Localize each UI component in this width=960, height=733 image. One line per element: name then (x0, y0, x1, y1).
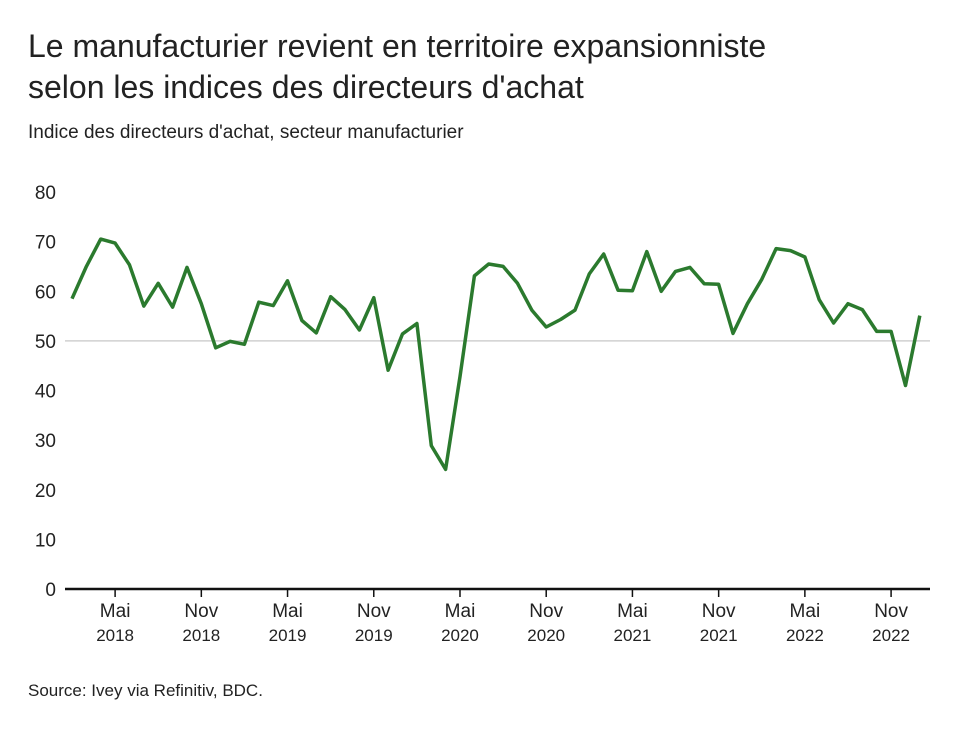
data-line (70, 237, 922, 472)
x-tick-label: Nov (702, 601, 736, 622)
x-tick-label: Nov (357, 601, 391, 622)
x-tick-label: Nov (529, 601, 563, 622)
chart-title: selon les indices des directeurs d'achat (28, 69, 584, 105)
x-tick-label: Mai (272, 601, 303, 622)
y-tick-label: 30 (35, 431, 56, 452)
x-tick-label: Nov (874, 601, 908, 622)
x-tick-label: 2018 (96, 626, 134, 645)
x-tick-label: 2019 (355, 626, 393, 645)
chart-subtitle: Indice des directeurs d'achat, secteur m… (28, 122, 464, 143)
x-tick-label: Mai (790, 601, 821, 622)
y-tick-label: 20 (35, 481, 56, 502)
x-tick-label: 2020 (441, 626, 479, 645)
x-tick-label: 2021 (614, 626, 652, 645)
y-tick-label: 10 (35, 530, 56, 551)
y-tick-label: 40 (35, 382, 56, 403)
y-tick-label: 80 (35, 183, 56, 204)
x-tick-label: Mai (100, 601, 131, 622)
x-tick-label: Nov (184, 601, 218, 622)
x-tick-label: 2020 (527, 626, 565, 645)
x-tick-label: 2018 (182, 626, 220, 645)
x-tick-label: Mai (617, 601, 648, 622)
x-tick-label: 2022 (786, 626, 824, 645)
y-tick-label: 50 (35, 332, 56, 353)
y-tick-label: 0 (45, 580, 56, 601)
y-tick-label: 70 (35, 233, 56, 254)
source: Source: Ivey via Refinitiv, BDC. (28, 681, 263, 700)
x-tick-label: Mai (445, 601, 476, 622)
chart-title: Le manufacturier revient en territoire e… (28, 28, 766, 64)
x-tick-label: 2022 (872, 626, 910, 645)
y-tick-label: 60 (35, 282, 56, 303)
x-tick-label: 2021 (700, 626, 738, 645)
x-tick-label: 2019 (269, 626, 307, 645)
